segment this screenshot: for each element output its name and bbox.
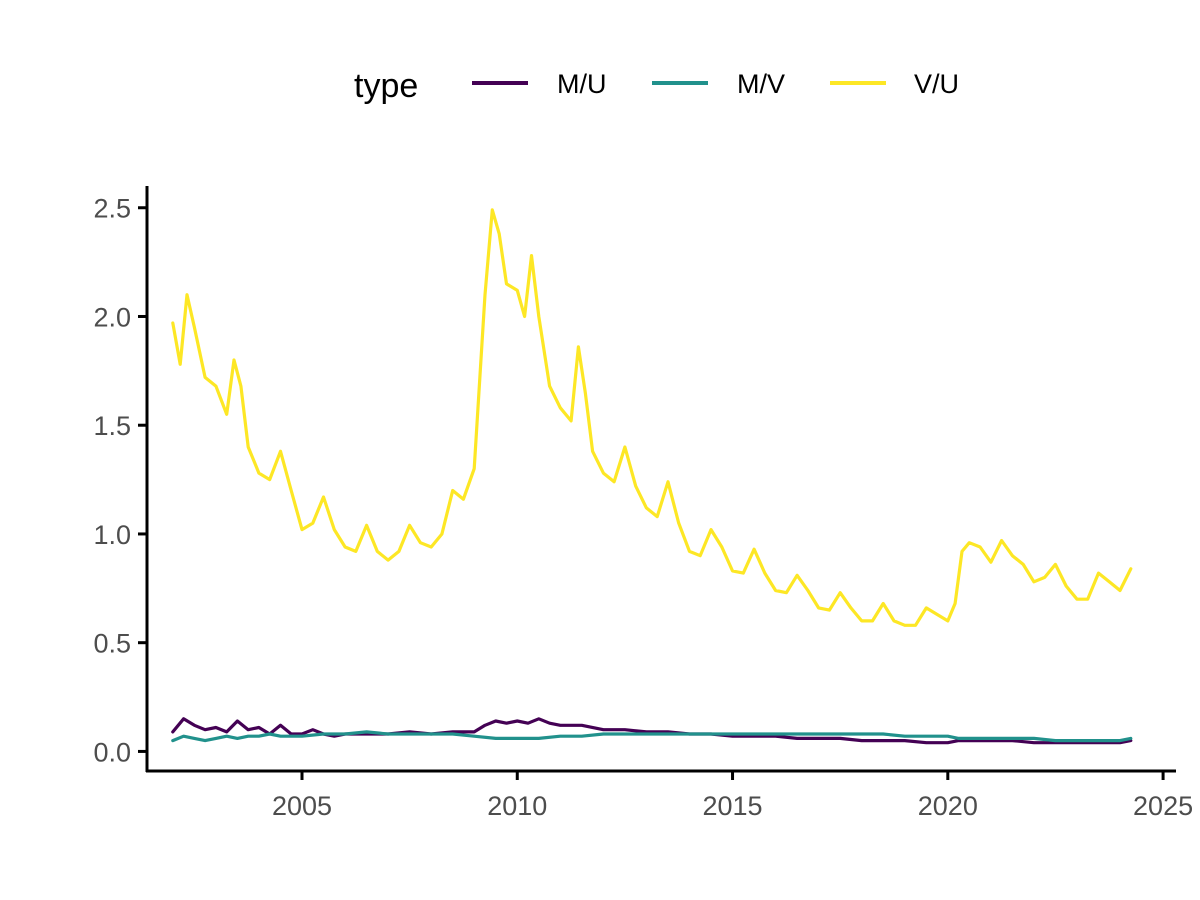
- y-tick-label: 2.5: [93, 194, 131, 224]
- y-tick-label: 0.5: [93, 629, 131, 659]
- legend-label-m-u: M/U: [557, 69, 607, 99]
- series-line-v-u: [171, 208, 1133, 627]
- legend-label-m-v: M/V: [737, 69, 785, 99]
- y-axis-ticks: 0.0 0.5 1.0 1.5 2.0 2.5: [93, 194, 147, 767]
- legend-item-m-v: M/V: [652, 69, 785, 99]
- legend-label-v-u: V/U: [914, 69, 959, 99]
- y-tick-label: 0.0: [93, 737, 131, 767]
- legend-item-m-u: M/U: [472, 69, 607, 99]
- x-tick-label: 2010: [487, 791, 547, 821]
- y-tick-label: 2.0: [93, 302, 131, 332]
- x-tick-label: 2025: [1133, 791, 1193, 821]
- legend: type M/U M/V V/U: [354, 67, 959, 105]
- y-tick-label: 1.5: [93, 411, 131, 441]
- x-tick-label: 2005: [272, 791, 332, 821]
- series-line-m-u: [171, 717, 1133, 745]
- y-tick-label: 1.0: [93, 520, 131, 550]
- legend-title: type: [354, 67, 418, 105]
- x-tick-label: 2015: [703, 791, 763, 821]
- legend-item-v-u: V/U: [830, 69, 959, 99]
- x-tick-label: 2020: [918, 791, 978, 821]
- series-line-m-v: [171, 730, 1133, 743]
- x-axis-ticks: 2005 2010 2015 2020 2025: [272, 771, 1193, 821]
- series-lines: [171, 208, 1133, 745]
